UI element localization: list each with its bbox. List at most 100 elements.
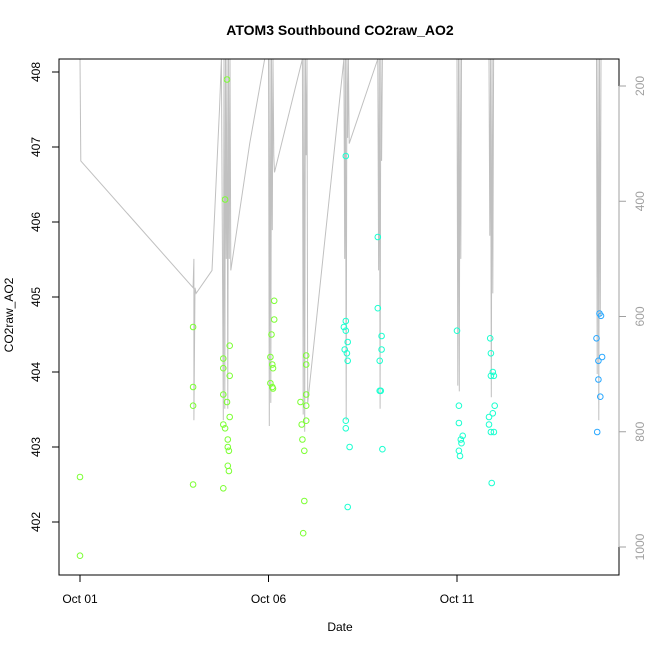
data-point: [378, 346, 385, 353]
data-point: [302, 361, 310, 368]
x-tick-label: Oct 11: [440, 592, 475, 606]
data-point: [270, 316, 278, 323]
data-point: [458, 439, 465, 447]
data-point: [299, 529, 307, 537]
data-point: [456, 452, 464, 460]
data-point: [344, 357, 352, 365]
data-point: [455, 447, 463, 455]
data-point: [489, 410, 497, 417]
data-point: [374, 233, 382, 241]
y-tick-label: 404: [29, 362, 43, 382]
data-point: [226, 372, 233, 380]
data-point: [220, 485, 227, 492]
secondary-y-axis: 200 400 600 800 1000: [618, 76, 647, 560]
y-axis: 402 403 404 405 406 407 408: [29, 62, 60, 532]
data-point: [379, 445, 386, 453]
data-point: [490, 372, 498, 380]
y2-tick-label: 800: [633, 421, 647, 441]
data-point: [344, 338, 352, 346]
data-point: [224, 443, 232, 451]
data-point: [346, 443, 353, 451]
data-point: [302, 391, 310, 398]
data-point: [221, 425, 229, 432]
x-tick-label: Oct 01: [62, 592, 98, 606]
data-point: [374, 304, 382, 312]
data-point: [488, 479, 496, 487]
data-point: [486, 335, 494, 342]
data-point: [298, 421, 306, 428]
pressure-trace-layer: [79, 58, 602, 432]
data-point: [489, 368, 497, 376]
data-point: [595, 357, 602, 365]
data-point: [459, 432, 467, 440]
data-point: [189, 383, 197, 391]
data-point: [225, 447, 233, 455]
data-point: [220, 355, 227, 362]
data-point: [487, 372, 495, 380]
data-point: [268, 331, 275, 338]
data-point: [267, 353, 274, 361]
data-point: [376, 357, 384, 365]
y-tick-label: 403: [29, 437, 43, 457]
data-point: [220, 391, 227, 398]
y2-tick-label: 600: [633, 306, 647, 326]
plot-frame: [58, 58, 620, 576]
y2-tick-label: 400: [633, 191, 647, 211]
data-point: [377, 387, 385, 395]
points-layer: [76, 76, 606, 560]
data-point: [595, 376, 602, 383]
data-point: [223, 398, 231, 406]
data-point: [487, 428, 495, 436]
data-point: [597, 393, 604, 401]
data-point: [342, 317, 350, 325]
data-point: [220, 364, 227, 372]
y-axis-label: CO2raw_AO2: [2, 277, 16, 352]
data-point: [340, 323, 348, 331]
data-point: [593, 335, 600, 342]
data-point: [267, 379, 274, 387]
data-point: [225, 467, 233, 475]
y2-tick-label: 200: [633, 76, 647, 96]
data-point: [226, 413, 233, 421]
y-tick-label: 405: [29, 287, 43, 307]
data-point: [221, 196, 229, 203]
data-point: [226, 342, 233, 350]
data-point: [299, 436, 306, 443]
data-point: [485, 421, 493, 428]
pressure-trace-line: [79, 58, 602, 432]
data-point: [344, 503, 352, 511]
data-point: [224, 436, 232, 443]
data-point: [189, 402, 197, 410]
data-point: [189, 323, 197, 331]
data-point: [76, 552, 84, 560]
y2-tick-label: 1000: [633, 533, 647, 560]
data-point: [342, 417, 350, 425]
data-point: [223, 76, 231, 83]
x-tick-label: Oct 06: [251, 592, 287, 606]
y-tick-label: 408: [29, 62, 43, 82]
data-point: [76, 473, 84, 481]
data-point: [490, 428, 498, 436]
data-point: [269, 385, 277, 392]
chart-title: ATOM3 Southbound CO2raw_AO2: [226, 22, 454, 38]
data-point: [343, 350, 351, 357]
data-point: [598, 353, 606, 361]
x-axis: Oct 01 Oct 06 Oct 11: [62, 574, 475, 606]
data-point: [301, 497, 308, 505]
data-point: [593, 428, 601, 436]
data-point: [485, 413, 493, 421]
y-tick-label: 402: [29, 512, 43, 532]
data-point: [302, 402, 310, 410]
data-point: [297, 398, 304, 406]
data-point: [597, 312, 605, 320]
data-point: [269, 364, 277, 372]
data-point: [189, 481, 197, 488]
data-point: [487, 350, 495, 357]
data-point: [269, 361, 276, 368]
data-point: [342, 425, 350, 432]
data-point: [302, 417, 310, 425]
y-tick-label: 406: [29, 212, 43, 232]
data-point: [301, 447, 308, 455]
data-point: [455, 402, 463, 410]
